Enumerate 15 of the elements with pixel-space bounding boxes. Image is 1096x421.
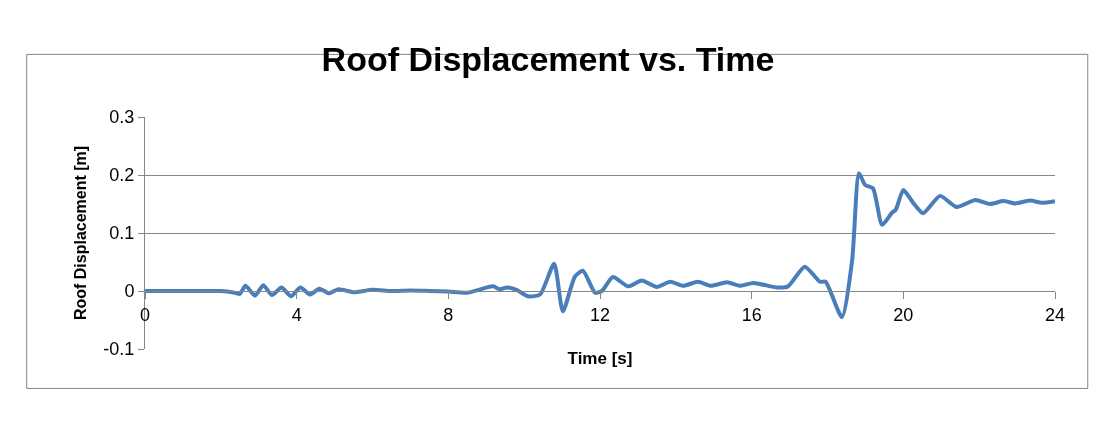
x-tick-label: 24 [1044,304,1066,325]
y-tick-label: 0.1 [109,223,135,244]
x-tick-label: 0 [139,304,151,325]
x-tick-label: 12 [589,304,611,325]
x-tick-label: 16 [741,304,762,325]
y-tick-label: -0.1 [103,339,135,360]
chart-title: Roof Displacement vs. Time [321,39,775,78]
x-tick-label: 4 [291,304,302,325]
y-tick-label: 0 [124,281,135,302]
x-tick-label: 20 [893,304,914,325]
x-tick-label: 8 [443,304,454,325]
x-axis-title: Time [s] [567,349,633,368]
y-axis-title: Roof Displacement [m] [72,145,90,321]
y-tick-label: 0.3 [109,107,135,128]
y-tick-label: 0.2 [109,165,135,186]
